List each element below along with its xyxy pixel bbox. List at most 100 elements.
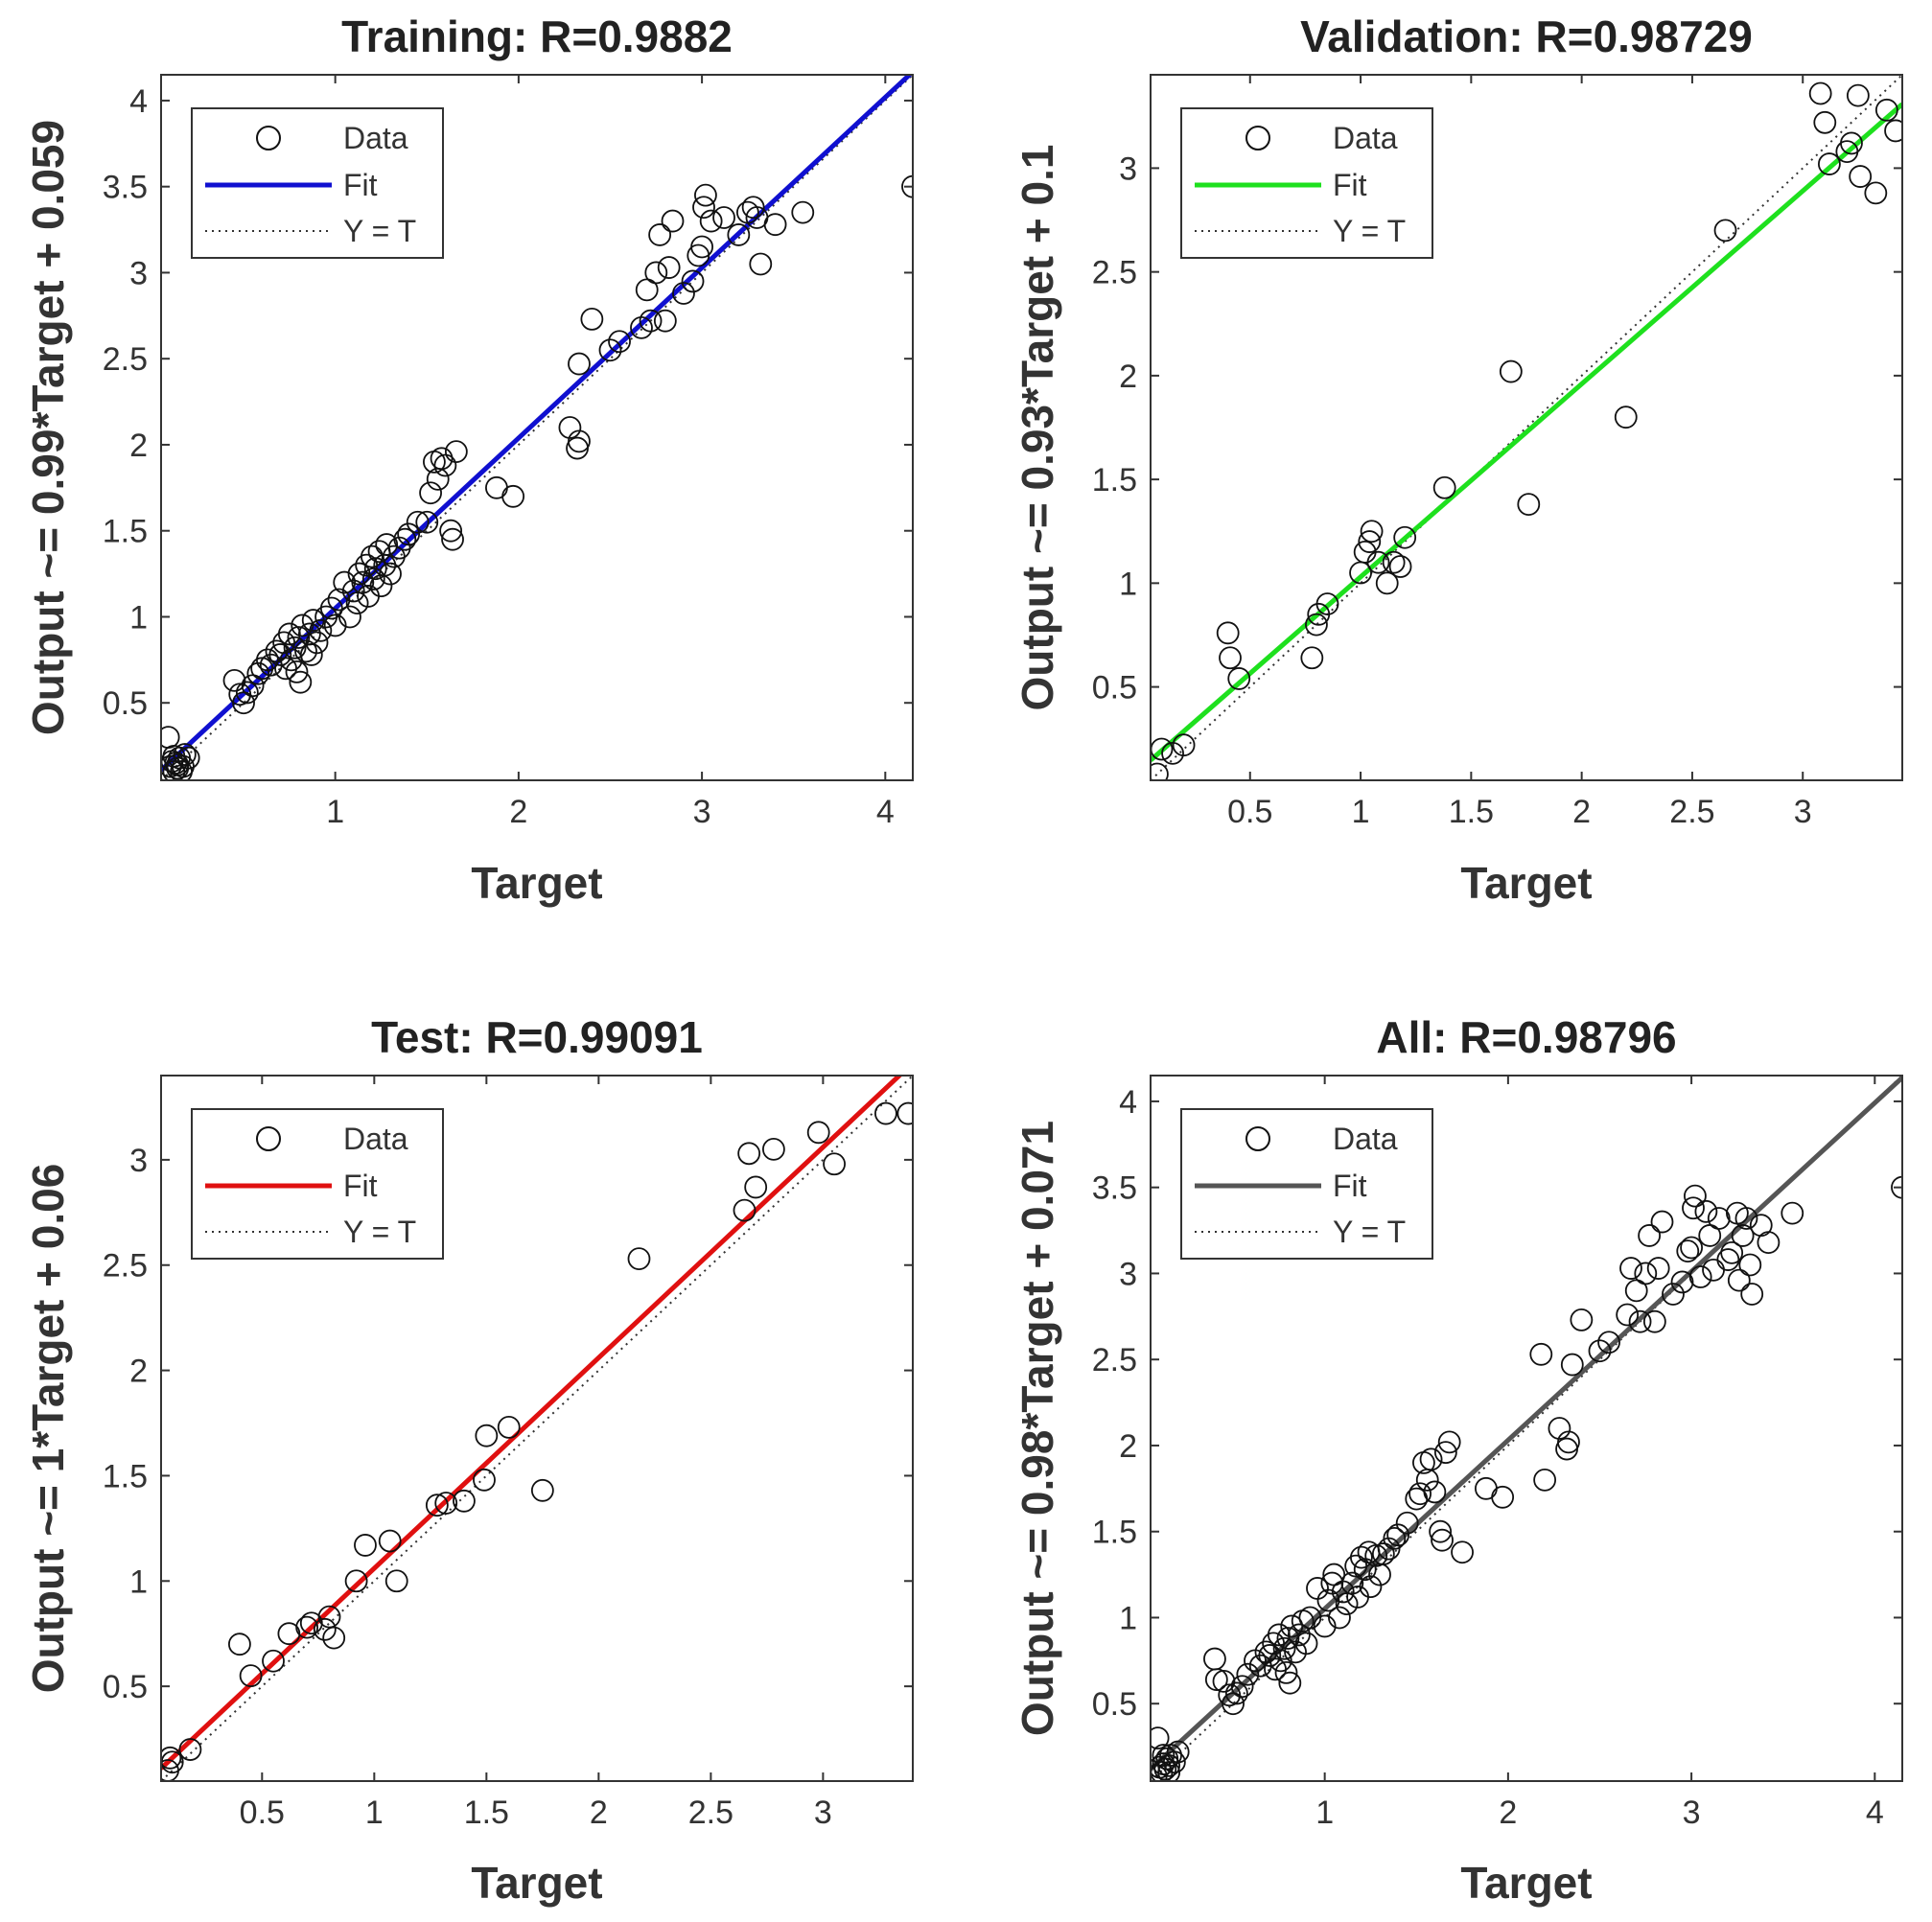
- panel-all-data-point-75: [1533, 1468, 1557, 1492]
- panel-training-data-point-45: [341, 579, 365, 603]
- panel-training-data-point-65: [419, 481, 442, 505]
- panel-validation-ytick-label-1: 1: [1119, 566, 1137, 602]
- panel-training-data-point-90: [672, 282, 695, 305]
- panel-validation-data-point-25: [1808, 81, 1832, 105]
- panel-all-data-point-112: [1757, 1231, 1781, 1255]
- panel-all-xtick-label-1: 2: [1499, 1795, 1517, 1831]
- panel-all-data-point-86: [1628, 1309, 1652, 1333]
- panel-training-data-point-93: [690, 235, 713, 259]
- panel-all-data-point-32: [1278, 1671, 1302, 1695]
- panel-validation-xtick-label-3: 2: [1572, 794, 1591, 830]
- panel-test-data-point-29: [806, 1121, 830, 1145]
- panel-training-data-point-81: [608, 330, 631, 354]
- panel-validation-data-point-21: [1499, 359, 1523, 383]
- panel-training-data-point-80: [598, 338, 622, 362]
- panel-training-data-point-102: [749, 252, 773, 276]
- panel-training-legend-data-label: Data: [343, 121, 408, 155]
- panel-all: 1 2 3 4 0.5 1 1.5 2 2.5 3 3.5 4 Data Fit Y = T All: R=…: [1013, 1012, 1903, 1908]
- panel-all-data-point-28: [1269, 1649, 1292, 1673]
- panel-training-data-point-62: [397, 522, 421, 546]
- panel-validation-data-point-20: [1432, 475, 1456, 499]
- panel-training-data-point-51: [361, 544, 384, 568]
- panel-training-data-point-11: [176, 746, 200, 770]
- panel-training-data-point-70: [439, 519, 463, 543]
- panel-all-data-point-18: [1224, 1681, 1248, 1705]
- panel-all-data-point-7: [1157, 1761, 1181, 1781]
- panel-validation-data-point-10: [1315, 592, 1339, 615]
- panel-all-data-point-97: [1684, 1184, 1707, 1208]
- panel-validation-ylabel: Output ~= 0.93*Target + 0.1: [1013, 145, 1062, 711]
- panel-test-data-point-22: [497, 1416, 521, 1439]
- panel-all-ytick-label-3: 2: [1119, 1428, 1137, 1465]
- panel-all-data-point-50: [1350, 1545, 1373, 1569]
- panel-all-data-point-59: [1386, 1523, 1410, 1547]
- panel-training-data-point-29: [285, 660, 309, 683]
- panel-all-data-point-19: [1230, 1675, 1254, 1699]
- panel-validation-data-point-13: [1358, 530, 1382, 553]
- panel-all-data-point-60: [1395, 1511, 1419, 1535]
- panel-all-data-point-107: [1731, 1224, 1755, 1247]
- panel-training-data-point-95: [694, 183, 717, 207]
- panel-validation-data-point-24: [1713, 219, 1737, 243]
- panel-all-data-point-58: [1383, 1526, 1407, 1550]
- panel-all-data-point-20: [1236, 1662, 1260, 1686]
- panel-all-data-point-46: [1335, 1592, 1359, 1616]
- panel-test-data-point-14: [354, 1534, 377, 1557]
- panel-training-data-point-85: [644, 261, 668, 285]
- panel-validation-xtick-label-2: 1.5: [1449, 794, 1494, 830]
- panel-training-xtick-label-0: 1: [326, 794, 344, 830]
- panel-test-data-point-25: [733, 1198, 757, 1222]
- panel-all-data-point-113: [1781, 1201, 1804, 1225]
- panel-test-data-point-27: [744, 1175, 768, 1199]
- panel-training-data-point-48: [351, 570, 375, 594]
- panel-test-data-point-19: [453, 1489, 476, 1513]
- panel-validation-data-point-14: [1360, 520, 1384, 544]
- panel-all-legend: Data Fit Y = T: [1180, 1108, 1433, 1260]
- panel-all-xtick-label-3: 4: [1866, 1795, 1884, 1831]
- panel-training-xlabel: Target: [471, 858, 602, 908]
- panel-all-data-point-12: [1166, 1740, 1190, 1764]
- panel-training-xtick-label-2: 3: [693, 794, 711, 830]
- panel-training-xtick-label-3: 4: [876, 794, 895, 830]
- panel-all-data-point-40: [1313, 1614, 1337, 1638]
- panel-validation-xtick-label-0: 0.5: [1227, 794, 1272, 830]
- panel-validation-data-point-3: [1172, 733, 1196, 757]
- panel-test-data-point-6: [262, 1649, 285, 1673]
- panel-test-title: Test: R=0.99091: [371, 1012, 703, 1062]
- panel-test-data-point-30: [823, 1152, 846, 1176]
- panel-training-legend-fit-label: Fit: [343, 168, 378, 202]
- panel-training-data-point-43: [333, 570, 357, 594]
- panel-test-data-point-21: [475, 1424, 499, 1447]
- panel-all-data-point-104: [1720, 1240, 1744, 1264]
- panel-all-data-point-41: [1316, 1588, 1340, 1612]
- panel-test-xtick-label-2: 1.5: [464, 1795, 509, 1831]
- panel-training-data-point-16: [235, 681, 259, 705]
- panel-test-identity-line: [161, 1076, 913, 1781]
- panel-all-data-point-31: [1276, 1627, 1300, 1650]
- panel-training-ytick-label-3: 2: [129, 428, 148, 464]
- panel-training-data-point-13: [222, 668, 246, 692]
- panel-training-xtick-label-1: 2: [509, 794, 527, 830]
- panel-test-data-point-17: [425, 1494, 449, 1517]
- panel-validation-data-point-27: [1818, 152, 1841, 175]
- panel-all-data-point-109: [1738, 1253, 1762, 1277]
- panel-all-data-point-27: [1267, 1623, 1291, 1647]
- panel-all-data-point-114: [1891, 1175, 1902, 1199]
- panel-all-xtick-label-0: 1: [1315, 1795, 1334, 1831]
- panel-training-data-point-88: [657, 256, 681, 279]
- panel-all-data-point-92: [1662, 1283, 1685, 1306]
- panel-training-ytick-label-7: 4: [129, 83, 148, 120]
- panel-all-legend-data-label: Data: [1333, 1122, 1398, 1156]
- panel-all-data-point-78: [1557, 1430, 1580, 1454]
- panel-all-data-point-90: [1646, 1257, 1670, 1280]
- panel-validation-legend: Data Fit Y = T: [1180, 107, 1433, 259]
- panel-training-data-point-78: [568, 352, 591, 376]
- panel-validation-title: Validation: R=0.98729: [1300, 12, 1753, 61]
- panel-test-data-point-13: [344, 1569, 368, 1593]
- panel-all-data-point-110: [1740, 1283, 1764, 1306]
- panel-training-data-point-84: [639, 309, 663, 333]
- panel-training-data-point-71: [441, 527, 464, 551]
- panel-all-data-point-37: [1294, 1632, 1318, 1656]
- panel-validation-data-point-34: [1884, 119, 1902, 143]
